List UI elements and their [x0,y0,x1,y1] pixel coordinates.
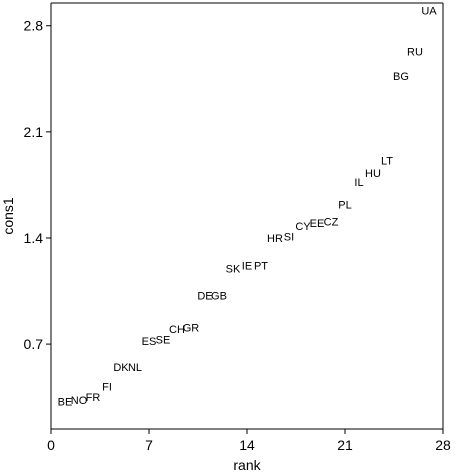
point-label-ru: RU [407,47,423,59]
point-label-il: IL [354,177,363,189]
point-label-se: SE [156,335,171,347]
point-label-ee: EE [310,218,325,230]
y-tick-label: 0.7 [24,336,44,352]
plot-frame [50,2,444,430]
y-axis-title: cons1 [0,197,16,235]
y-ticks: 0.7 1.4 2.1 2.8 [24,18,51,352]
point-label-ua: UA [421,6,437,18]
point-label-de: DE [197,291,212,303]
point-label-no: NO [71,395,88,407]
point-label-cy: CY [295,221,311,233]
point-label-lt: LT [381,156,393,168]
x-tick-label: 7 [145,437,153,453]
point-label-ch: CH [169,324,185,336]
point-label-si: SI [284,231,294,243]
point-label-hu: HU [365,168,381,180]
point-label-gr: GR [183,322,200,334]
point-label-pt: PT [254,260,268,272]
x-tick-label: 0 [47,437,55,453]
point-label-cz: CZ [324,216,339,228]
point-label-dk: DK [113,362,129,374]
point-label-fr: FR [86,392,101,404]
x-tick-label: 28 [435,437,451,453]
point-label-fi: FI [102,382,112,394]
point-label-sk: SK [226,263,241,275]
point-label-gb: GB [211,291,227,303]
x-axis-title: rank [233,457,261,473]
point-label-be: BE [58,397,73,409]
point-label-ie: IE [242,260,252,272]
point-label-hr: HR [267,233,283,245]
point-label-es: ES [142,336,157,348]
y-tick-label: 1.4 [24,230,44,246]
x-tick-label: 14 [239,437,255,453]
x-ticks: 0 7 14 21 28 [47,429,451,453]
y-tick-label: 2.8 [24,18,44,34]
x-tick-label: 21 [337,437,353,453]
y-tick-label: 2.1 [24,124,44,140]
point-label-nl: NL [128,362,142,374]
point-label-pl: PL [338,200,351,212]
point-label-bg: BG [393,71,409,83]
